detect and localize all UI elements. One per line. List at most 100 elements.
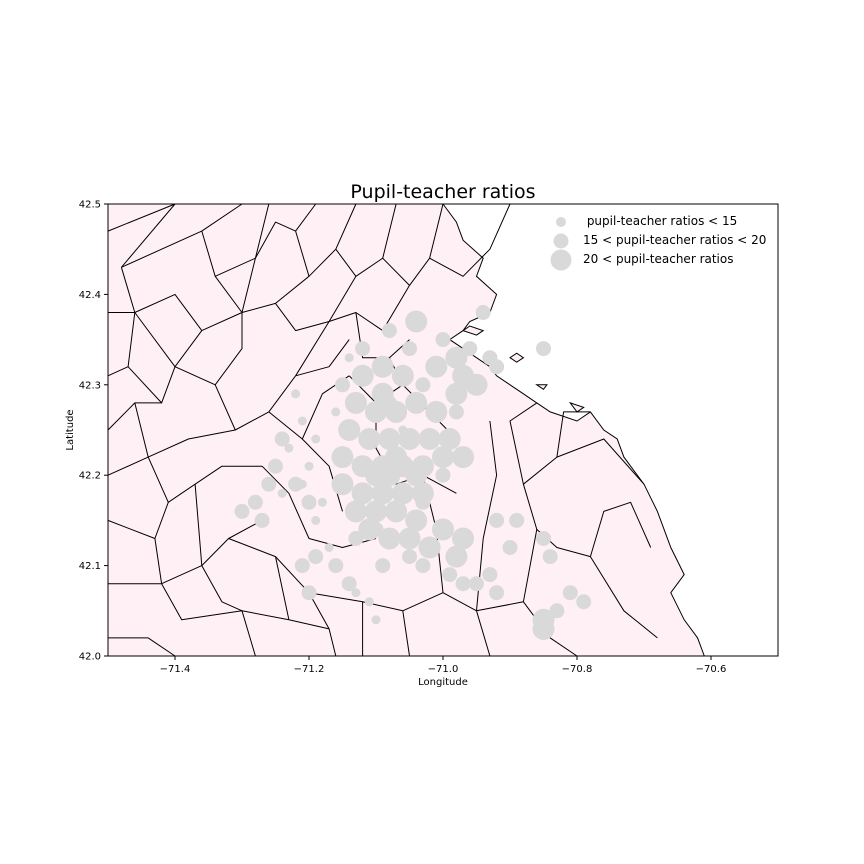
town-boundary xyxy=(201,203,270,277)
school-point-small xyxy=(311,515,321,525)
school-point-large xyxy=(391,482,414,505)
legend-label-large: 20 < pupil-teacher ratios xyxy=(583,252,734,266)
school-point-large xyxy=(371,355,394,378)
x-tick-label: −70.6 xyxy=(696,664,727,675)
school-point-medium xyxy=(375,558,391,574)
school-point-medium xyxy=(435,467,451,483)
town-boundary xyxy=(201,565,243,612)
school-point-medium xyxy=(536,341,551,357)
town-boundary xyxy=(382,203,444,286)
town-boundary xyxy=(194,484,203,566)
school-point-large xyxy=(344,500,367,523)
school-point-large xyxy=(391,364,414,387)
town-boundary xyxy=(335,203,397,277)
school-point-small xyxy=(277,488,287,498)
school-point-large xyxy=(371,482,394,505)
school-point-medium xyxy=(462,341,478,357)
town-boundary xyxy=(174,312,243,386)
town-boundary xyxy=(308,592,491,657)
school-point-medium xyxy=(489,585,505,601)
x-axis-label: Longitude xyxy=(418,677,468,688)
school-point-large xyxy=(338,419,361,441)
town-boundaries xyxy=(107,203,658,657)
school-point-small xyxy=(324,543,334,552)
town-boundary xyxy=(301,438,343,512)
island xyxy=(509,352,525,363)
school-point-large xyxy=(398,428,421,450)
legend-label-medium: 15 < pupil-teacher ratios < 20 xyxy=(583,233,766,247)
school-point-large xyxy=(532,617,555,640)
school-point-medium xyxy=(489,359,505,375)
island xyxy=(461,325,485,336)
school-point-large xyxy=(452,446,475,469)
school-point-large xyxy=(365,500,387,523)
school-point-small xyxy=(297,416,307,426)
town-boundary xyxy=(429,203,511,277)
y-tick-label: 42.5 xyxy=(79,200,101,211)
school-point-medium xyxy=(475,305,491,320)
school-point-medium xyxy=(489,512,505,528)
school-point-medium xyxy=(288,476,304,492)
y-axis-ticks: 42.0 42.1 42.2 42.3 42.4 42.5 xyxy=(79,200,108,663)
school-point-medium xyxy=(335,377,350,393)
y-tick-label: 42.2 xyxy=(79,471,101,482)
town-boundary xyxy=(107,203,176,232)
school-point-large xyxy=(445,346,468,369)
school-point-large xyxy=(358,428,381,450)
school-point-medium xyxy=(308,549,324,565)
legend-marker-large xyxy=(550,249,572,271)
town-boundary xyxy=(107,312,136,377)
legend-marker-small xyxy=(556,217,566,227)
school-point-medium xyxy=(415,377,431,393)
x-tick-label: −70.8 xyxy=(562,664,593,675)
town-boundary xyxy=(295,203,357,277)
town-boundary xyxy=(241,610,289,621)
x-tick-label: −71.4 xyxy=(160,664,191,675)
school-point-medium xyxy=(402,549,417,565)
school-point-medium xyxy=(442,567,458,583)
school-point-large xyxy=(331,473,354,496)
school-point-small xyxy=(371,615,381,625)
school-point-large xyxy=(418,428,441,450)
school-point-large xyxy=(365,464,387,487)
school-point-large xyxy=(405,464,428,487)
school-point-large xyxy=(425,355,448,378)
town-boundary xyxy=(254,203,317,259)
school-point-medium xyxy=(341,576,357,592)
school-point-large xyxy=(385,400,408,423)
school-point-small xyxy=(311,434,321,444)
town-boundary xyxy=(134,402,236,458)
school-point-medium xyxy=(254,512,270,528)
school-point-medium xyxy=(536,531,551,546)
coastline xyxy=(442,203,705,657)
y-tick-label: 42.1 xyxy=(79,561,101,572)
school-points xyxy=(234,305,592,640)
school-point-medium xyxy=(435,332,451,348)
town-boundary xyxy=(108,583,256,657)
school-point-large xyxy=(405,509,428,532)
school-point-medium xyxy=(268,458,283,474)
school-point-large xyxy=(385,500,408,523)
town-boundary xyxy=(355,312,410,359)
y-axis-label: Latitude xyxy=(65,409,76,450)
school-point-large xyxy=(398,527,421,550)
school-point-medium xyxy=(348,531,364,546)
school-point-medium xyxy=(261,476,277,492)
y-tick-label: 42.3 xyxy=(79,380,101,391)
school-point-large xyxy=(411,482,434,505)
legend-marker-medium xyxy=(553,233,569,249)
school-point-medium xyxy=(301,494,317,510)
school-point-medium xyxy=(576,594,592,610)
x-tick-label: −71.0 xyxy=(428,664,459,675)
school-point-medium xyxy=(402,341,417,357)
school-point-large xyxy=(344,391,367,414)
town-boundary xyxy=(509,402,538,485)
school-point-medium xyxy=(247,494,263,510)
legend: pupil-teacher ratios < 15 15 < pupil-tea… xyxy=(550,214,766,271)
school-point-medium xyxy=(542,549,558,565)
town-boundary xyxy=(556,411,591,458)
plot-area xyxy=(107,203,779,657)
school-point-medium xyxy=(415,558,431,574)
school-point-large xyxy=(452,527,475,550)
